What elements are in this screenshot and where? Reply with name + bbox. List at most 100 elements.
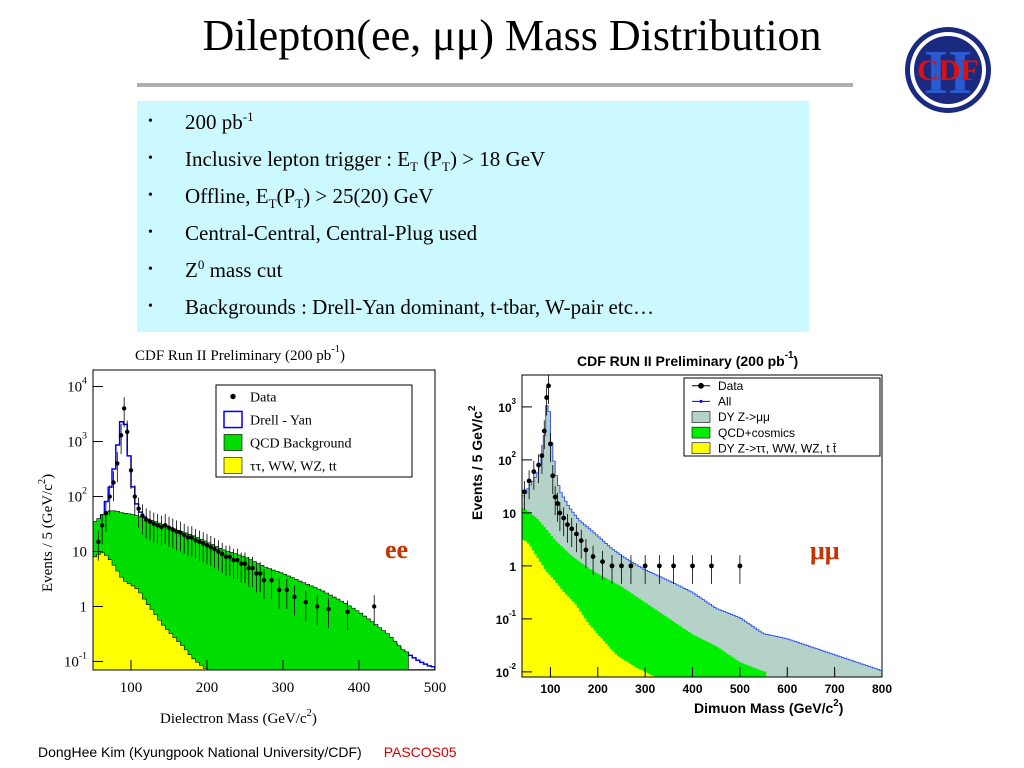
bullet-text: Inclusive lepton trigger : E: [185, 147, 411, 171]
y-tick-label: 10-1: [64, 650, 87, 670]
series-wwwztt: [93, 552, 435, 670]
data-point: [284, 587, 289, 593]
y-tick-label: 103: [498, 397, 516, 415]
y-tick-label: 10-1: [496, 609, 517, 627]
bullet-text: Central-Central, Central-Plug used: [185, 221, 478, 245]
data-point: [709, 563, 714, 569]
data-point: [583, 547, 589, 553]
data-point: [656, 563, 662, 569]
data-point: [642, 563, 648, 569]
series-all: [522, 405, 882, 671]
data-point: [541, 428, 547, 434]
x-tick-label: 500: [730, 682, 750, 696]
y-tick-label: 1: [509, 560, 516, 574]
y-tick-label: 104: [67, 376, 87, 396]
bullet-item: • Inclusive lepton trigger : ET (PT) > 18…: [137, 144, 809, 181]
bullet-text: Backgrounds : Drell-Yan dominant, t-tbar…: [185, 295, 655, 319]
bullet-item: • Backgrounds : Drell-Yan dominant, t-tba…: [137, 292, 809, 329]
x-tick-label: 400: [683, 682, 703, 696]
data-point: [99, 523, 105, 528]
data-point: [292, 594, 297, 600]
x-tick-label: 400: [348, 680, 371, 696]
legend-swatch: [691, 442, 711, 454]
data-point: [182, 532, 187, 538]
logo-text: CDF: [917, 54, 979, 87]
bullet-list: • 200 pb-1 • Inclusive lepton trigger : ET …: [137, 107, 809, 329]
data-point: [189, 535, 194, 540]
bullet-marker: •: [148, 262, 153, 277]
data-point: [548, 441, 553, 447]
series-qcdcosmics: [522, 508, 882, 677]
data-point: [544, 395, 550, 400]
x-tick-label: 600: [777, 682, 797, 696]
data-point: [115, 461, 120, 466]
bullet-text: T: [442, 159, 450, 175]
data-point: [574, 531, 579, 537]
bullet-item: • Z0 mass cut: [137, 255, 809, 292]
logo-numeral: II: [924, 39, 972, 107]
data-point: [600, 559, 605, 565]
bullet-text: (P: [276, 184, 296, 208]
legend-swatch: [699, 399, 703, 403]
data-point: [163, 523, 168, 528]
x-axis-label: Dimuon Mass (GeV/c2): [694, 698, 843, 716]
data-point: [239, 561, 244, 566]
data-point: [303, 599, 308, 605]
data-point: [526, 478, 532, 484]
legend-swatch: [223, 434, 243, 451]
bullet-text: Offline, E: [185, 184, 269, 208]
data-point: [144, 517, 149, 522]
data-point: [737, 563, 743, 569]
bullet-item: • Offline, ET(PT) > 25(20) GeV: [137, 181, 809, 218]
data-point: [201, 541, 206, 546]
data-point: [208, 544, 213, 550]
data-point: [557, 510, 563, 516]
data-point: [212, 547, 217, 552]
x-tick-label: 200: [588, 682, 608, 696]
data-point: [609, 563, 615, 569]
chart-title: CDF Run II Preliminary (200 pb-1): [135, 344, 345, 364]
cdf-logo: II CDF: [905, 27, 991, 113]
legend-label: All: [718, 395, 731, 409]
data-point: [254, 571, 259, 576]
x-axis-label: Dielectron Mass (GeV/c2): [160, 708, 317, 727]
legend-label: ττ, WW, WZ, tt: [250, 459, 337, 474]
bullet-text: T: [295, 196, 304, 212]
plot-frame: [92, 369, 436, 671]
data-point: [193, 538, 198, 543]
data-point: [216, 549, 221, 554]
data-point: [569, 526, 575, 532]
data-point: [111, 480, 116, 485]
data-point: [103, 510, 109, 516]
bullet-text: ) > 18 GeV: [449, 147, 546, 171]
bullet-text: Z: [185, 258, 198, 282]
x-tick-label: 300: [272, 680, 295, 696]
bullet-text: mass cut: [204, 258, 283, 282]
bullet-marker: •: [148, 299, 153, 314]
data-point: [277, 587, 282, 593]
data-point: [690, 563, 695, 569]
data-point: [539, 453, 545, 459]
data-point: [140, 513, 145, 518]
data-point: [235, 557, 240, 563]
data-point: [536, 462, 541, 468]
data-point: [242, 561, 248, 566]
bullet-text: T: [410, 159, 419, 175]
data-point: [136, 506, 141, 511]
legend-swatch: [230, 393, 236, 400]
y-tick-label: 10-2: [496, 662, 517, 680]
data-point: [185, 535, 191, 540]
data-point: [561, 515, 567, 521]
data-point: [223, 554, 229, 560]
data-point: [269, 578, 274, 583]
title-divider: [137, 83, 853, 87]
data-point: [125, 429, 130, 435]
page-title: Dilepton(ee, μμ) Mass Distribution: [202, 11, 822, 60]
x-tick-label: 200: [196, 680, 219, 696]
data-point: [121, 406, 127, 411]
data-point: [128, 468, 134, 473]
bullet-text: (P: [418, 147, 442, 171]
data-point: [178, 530, 183, 535]
y-tick-label: 102: [67, 486, 87, 506]
